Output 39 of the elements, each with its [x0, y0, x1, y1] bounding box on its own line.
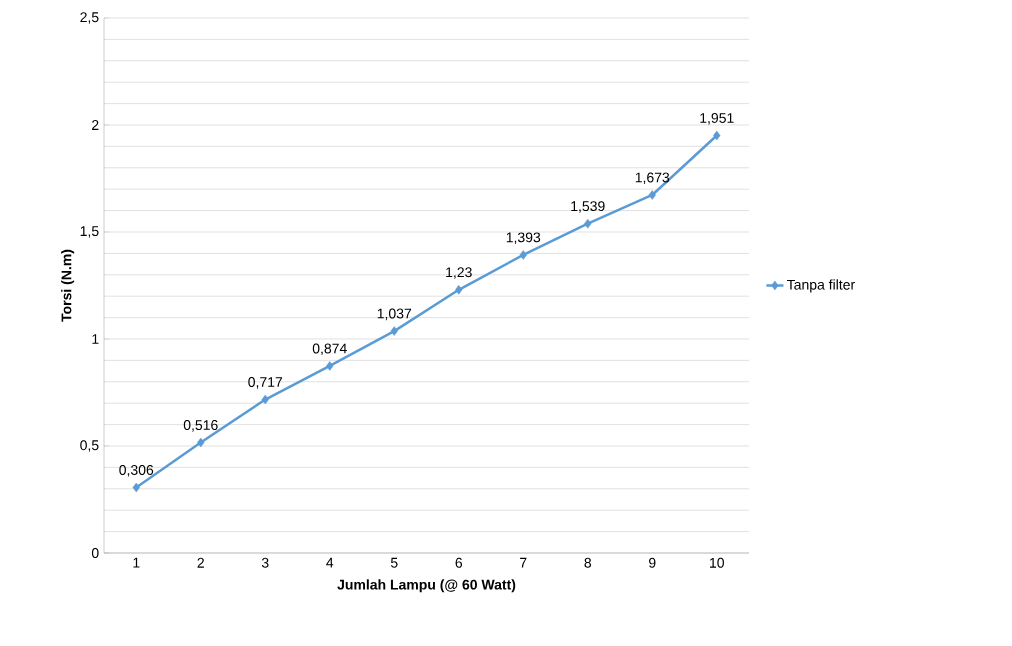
y-tick-label: 1,5 — [80, 226, 99, 238]
data-label: 0,717 — [248, 377, 283, 389]
y-tick-label: 1 — [92, 334, 99, 344]
point — [519, 250, 527, 260]
data-label: 0,306 — [119, 465, 154, 477]
point — [261, 394, 269, 405]
point — [584, 218, 592, 229]
x-axis-title: Jumlah Lampu (@ 60 Watt) — [337, 579, 516, 593]
data-label: 1,951 — [700, 112, 734, 125]
y-tick-label: 2 — [92, 120, 99, 130]
data-label: 1,037 — [377, 308, 412, 321]
point — [326, 361, 334, 371]
x-tick-label: 4 — [326, 557, 334, 568]
x-tick-label: 8 — [584, 557, 592, 568]
legend-label: Tanpa filter — [787, 279, 855, 293]
x-tick-label: 9 — [649, 557, 656, 568]
x-tick-label: 3 — [261, 557, 269, 568]
x-tick-label: 2 — [197, 557, 204, 568]
point — [197, 437, 205, 448]
point — [390, 326, 398, 336]
x-tick-label: 5 — [390, 557, 398, 568]
data-label: 0,516 — [183, 420, 218, 432]
x-tick-label: 7 — [520, 557, 527, 568]
point — [132, 482, 140, 493]
data-label: 1,393 — [506, 232, 541, 244]
y-tick-label: 0 — [91, 548, 99, 558]
point — [648, 190, 656, 200]
point — [455, 285, 463, 295]
data-label: 1,673 — [635, 172, 670, 185]
x-tick-label: 10 — [710, 557, 725, 568]
y-tick-label: 2,5 — [80, 12, 99, 24]
data-label: 1,539 — [571, 201, 605, 213]
y-tick-label: 0,5 — [80, 440, 99, 452]
x-tick-label: 1 — [133, 557, 140, 568]
point — [713, 130, 721, 141]
data-label: 0,874 — [312, 343, 347, 356]
y-axis-title: Torsi (N.m) — [61, 249, 75, 322]
data-label: 1,23 — [446, 267, 472, 279]
x-tick-label: 6 — [455, 557, 463, 568]
